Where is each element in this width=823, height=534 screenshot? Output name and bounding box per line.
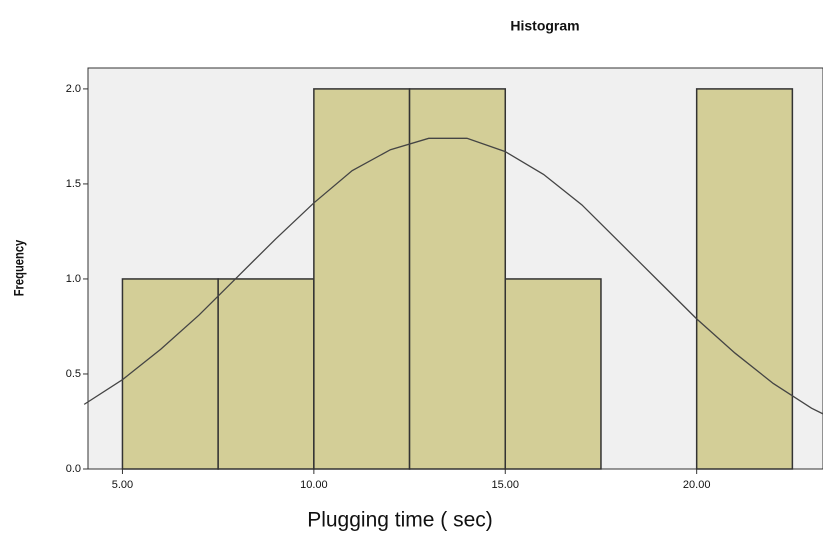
x-tick-label: 20.00 [683,479,711,491]
normal-curve [83,137,823,415]
bar [504,278,602,470]
x-axis-label: Plugging time ( sec) [307,509,493,532]
bar [695,88,794,470]
y-tick-label: 0.5 [66,368,81,380]
y-axis-label: Frequency [12,240,27,297]
x-tick-label: 10.00 [300,479,328,491]
y-tick-label: 1.0 [66,273,81,285]
y-tick-label: 2.0 [66,83,81,95]
bar [313,88,411,470]
bar [217,278,315,470]
bar [408,88,507,470]
chart-title: Histogram [510,18,579,34]
x-tick-label: 5.00 [112,479,133,491]
y-tick-label: 0.0 [66,463,81,475]
y-tick-label: 1.5 [66,178,81,190]
x-tick-label: 15.00 [492,479,520,491]
bar [121,278,219,470]
